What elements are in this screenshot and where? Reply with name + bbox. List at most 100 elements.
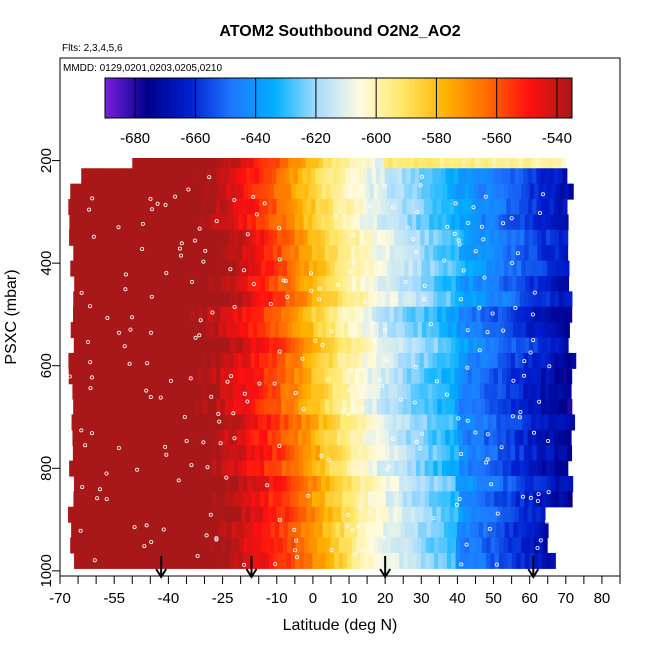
heatmap-cell <box>268 291 274 308</box>
heatmap-cell <box>246 445 252 462</box>
heatmap-cell <box>246 229 252 246</box>
heatmap-cell <box>562 445 568 462</box>
heatmap-cell <box>392 414 398 431</box>
heatmap-cell <box>283 414 289 431</box>
sample-point <box>521 494 526 499</box>
heatmap-cell <box>172 291 178 308</box>
heatmap-cell <box>362 383 368 400</box>
heatmap-cell <box>228 168 234 185</box>
heatmap-cell <box>262 158 268 169</box>
heatmap-cell <box>262 414 268 431</box>
heatmap-cell <box>312 552 318 569</box>
colorbar-swatch <box>329 78 334 118</box>
sample-point <box>510 414 515 419</box>
heatmap-cell <box>150 352 156 369</box>
heatmap-cell <box>384 352 390 369</box>
heatmap-cell <box>432 168 438 185</box>
heatmap-cell <box>182 337 188 354</box>
heatmap-cell <box>462 168 468 185</box>
heatmap-cell <box>214 522 220 539</box>
sample-point <box>308 271 313 276</box>
heatmap-cell <box>196 260 201 277</box>
heatmap-cell <box>543 522 549 539</box>
heatmap-cell <box>506 291 512 308</box>
heatmap-cell <box>208 337 214 354</box>
heatmap-cell <box>276 306 282 323</box>
heatmap-cell <box>194 368 200 385</box>
colorbar-swatch <box>233 78 237 118</box>
heatmap-cell <box>424 291 430 308</box>
heatmap-cell <box>286 214 292 231</box>
heatmap-cell <box>175 158 181 169</box>
heatmap-cell <box>419 383 425 400</box>
heatmap-cell <box>500 522 506 539</box>
heatmap-cell <box>118 322 124 339</box>
heatmap-cell <box>329 460 335 477</box>
heatmap-cell <box>378 260 384 277</box>
heatmap-cell <box>510 306 516 323</box>
heatmap-cell <box>86 291 92 308</box>
heatmap-cell <box>103 306 109 323</box>
heatmap-cell <box>241 429 247 446</box>
heatmap-cell <box>112 337 118 354</box>
heatmap-cell <box>433 491 439 508</box>
heatmap-cell <box>268 368 274 385</box>
heatmap-cell <box>437 460 443 477</box>
heatmap-cell <box>376 460 382 477</box>
heatmap-cell <box>239 537 245 554</box>
heatmap-cell <box>445 368 451 385</box>
heatmap-cell <box>369 260 375 277</box>
heatmap-cell <box>310 158 315 169</box>
heatmap-cell <box>176 506 182 523</box>
sample-point <box>547 364 552 369</box>
sample-point <box>347 388 352 393</box>
heatmap-cell <box>74 260 80 277</box>
heatmap-cell <box>312 275 318 292</box>
heatmap-cell <box>103 352 109 369</box>
heatmap-cell <box>341 506 347 523</box>
heatmap-cell <box>352 522 358 539</box>
heatmap-cell <box>441 245 447 262</box>
colorbar-swatch <box>379 78 383 118</box>
heatmap-cell <box>213 537 219 554</box>
heatmap-cell <box>94 199 100 216</box>
heatmap-cell <box>558 245 564 262</box>
heatmap-cell <box>300 260 306 277</box>
heatmap-cell <box>416 552 422 569</box>
heatmap-cell <box>359 306 365 323</box>
heatmap-cell <box>109 322 115 339</box>
heatmap-cell <box>333 245 339 262</box>
heatmap-cell <box>424 368 430 385</box>
heatmap-cell <box>259 445 265 462</box>
heatmap-cell <box>185 352 191 369</box>
heatmap-cell <box>523 506 529 523</box>
heatmap-cell <box>255 368 261 385</box>
heatmap-cell <box>557 158 563 169</box>
heatmap-cell <box>277 491 283 508</box>
heatmap-cell <box>253 158 259 169</box>
heatmap-cell <box>550 245 556 262</box>
heatmap-cell <box>489 491 495 508</box>
heatmap-cell <box>159 199 165 216</box>
heatmap-cell <box>499 260 505 277</box>
sample-point <box>383 327 388 332</box>
heatmap-cell <box>140 414 146 431</box>
heatmap-cell <box>235 260 240 277</box>
heatmap-cell <box>306 383 312 400</box>
heatmap-cell <box>261 322 267 339</box>
heatmap-cell <box>194 199 199 216</box>
heatmap-cell <box>366 158 372 169</box>
sample-point <box>292 527 297 532</box>
heatmap-cell <box>251 275 257 292</box>
heatmap-cell <box>166 414 172 431</box>
heatmap-cell <box>463 229 469 246</box>
heatmap-cell <box>451 275 457 292</box>
heatmap-cell <box>345 168 351 185</box>
heatmap-cell <box>461 522 467 539</box>
heatmap-cell <box>475 352 481 369</box>
heatmap-cell <box>141 506 147 523</box>
heatmap-cell <box>502 214 508 231</box>
colorbar-swatch <box>259 78 264 118</box>
colorbar-swatch <box>157 78 161 118</box>
heatmap-cell <box>482 522 488 539</box>
